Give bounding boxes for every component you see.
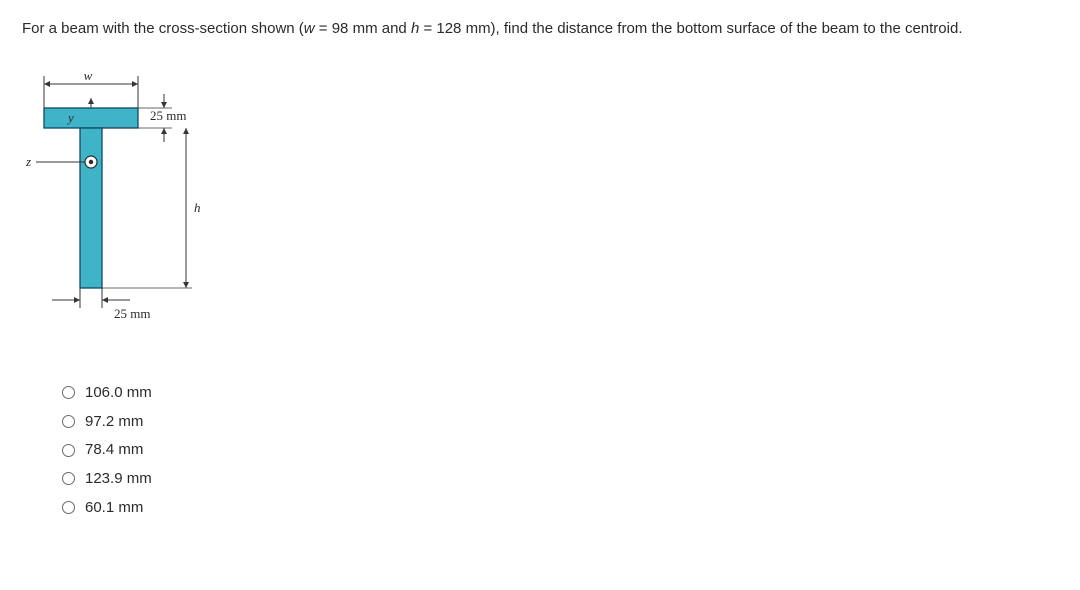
question-text: For a beam with the cross-section shown …: [22, 18, 1058, 40]
option-c[interactable]: 78.4 mm: [62, 439, 1058, 461]
q-pre: For a beam with the cross-section shown …: [22, 20, 304, 37]
option-e-label: 60.1 mm: [85, 497, 143, 519]
radio-icon: [62, 415, 75, 428]
option-a[interactable]: 106.0 mm: [62, 382, 1058, 404]
options-list: 106.0 mm 97.2 mm 78.4 mm 123.9 mm 60.1 m…: [22, 382, 1058, 519]
y-label: y: [66, 110, 74, 125]
top-flange: [44, 108, 138, 128]
radio-icon: [62, 386, 75, 399]
option-d-label: 123.9 mm: [85, 468, 152, 490]
radio-icon: [62, 444, 75, 457]
radio-icon: [62, 501, 75, 514]
t25a-label: 25 mm: [150, 108, 186, 123]
t25b-label: 25 mm: [114, 306, 150, 321]
q-eq1: = 98 mm and: [315, 20, 411, 37]
q-var1: w: [304, 20, 315, 37]
z-label: z: [25, 154, 31, 169]
beam-diagram: w y 25 mm h z 25 mm: [22, 62, 242, 342]
w-label: w: [84, 68, 93, 83]
radio-icon: [62, 472, 75, 485]
option-a-label: 106.0 mm: [85, 382, 152, 404]
option-c-label: 78.4 mm: [85, 439, 143, 461]
option-b-label: 97.2 mm: [85, 411, 143, 433]
h-label: h: [194, 200, 201, 215]
figure: w y 25 mm h z 25 mm: [22, 62, 242, 342]
option-d[interactable]: 123.9 mm: [62, 468, 1058, 490]
q-eq2: = 128 mm), find the distance from the bo…: [419, 20, 962, 37]
web: [80, 128, 102, 288]
option-b[interactable]: 97.2 mm: [62, 411, 1058, 433]
option-e[interactable]: 60.1 mm: [62, 497, 1058, 519]
